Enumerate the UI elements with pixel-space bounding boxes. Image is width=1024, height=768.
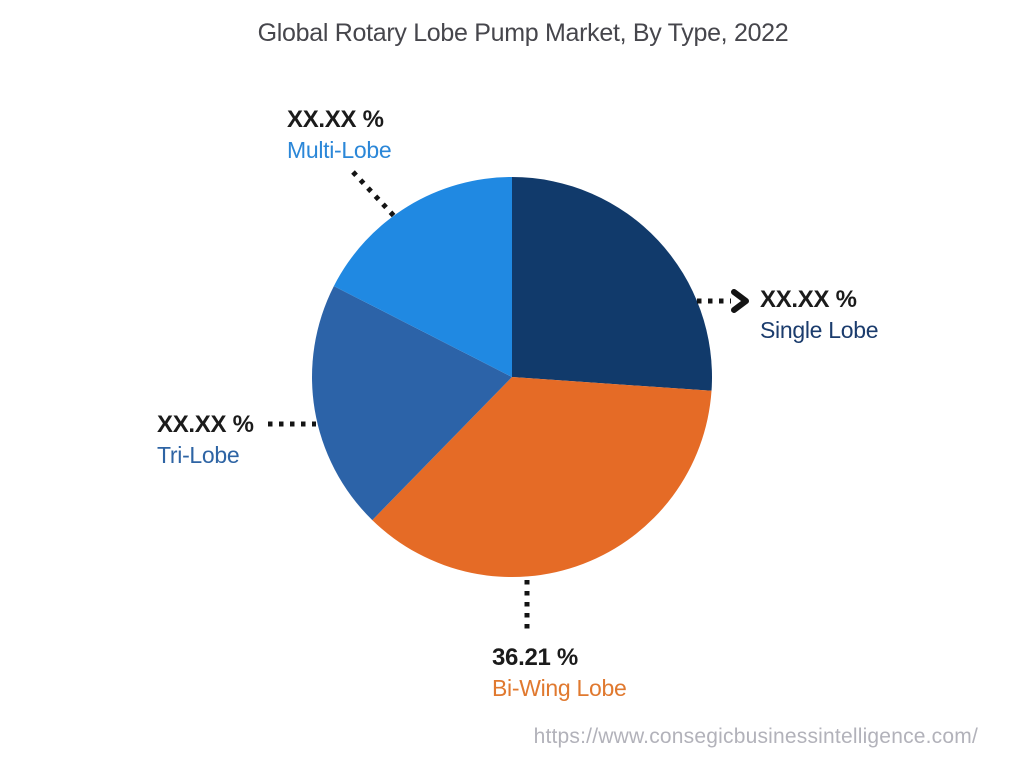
chart-title: Global Rotary Lobe Pump Market, By Type,…	[257, 19, 789, 47]
callout-tri-lobe: XX.XX % Tri-Lobe	[157, 412, 254, 468]
callout-multi-lobe-label: Multi-Lobe	[287, 137, 392, 163]
callout-single-lobe: XX.XX % Single Lobe	[760, 286, 879, 343]
pie-slice-bi-wing-lobe	[372, 377, 712, 577]
callout-bi-wing-lobe: 36.21 % Bi-Wing Lobe	[492, 644, 627, 701]
pie-slice-single-lobe	[512, 177, 712, 391]
callout-single-lobe-value: XX.XX %	[760, 286, 857, 313]
pie-slice-multi-lobe	[333, 177, 512, 377]
callout-multi-lobe: XX.XX % Multi-Lobe	[287, 106, 392, 163]
pie-slices	[312, 177, 712, 577]
callout-multi-lobe-value: XX.XX %	[287, 106, 384, 133]
callout-tri-lobe-label: Tri-Lobe	[157, 442, 240, 468]
leader-lines	[268, 170, 749, 631]
pie-slice-tri-lobe	[312, 286, 512, 521]
callout-single-lobe-label: Single Lobe	[760, 317, 879, 343]
leader-multi-lobe	[351, 170, 396, 218]
arrowhead-single-lobe	[731, 289, 749, 313]
callout-bi-wing-lobe-label: Bi-Wing Lobe	[492, 675, 627, 701]
source-url: https://www.consegicbusinessintelligence…	[533, 725, 978, 748]
callout-tri-lobe-value: XX.XX %	[157, 411, 254, 438]
callout-bi-wing-lobe-value: 36.21 %	[492, 644, 578, 671]
